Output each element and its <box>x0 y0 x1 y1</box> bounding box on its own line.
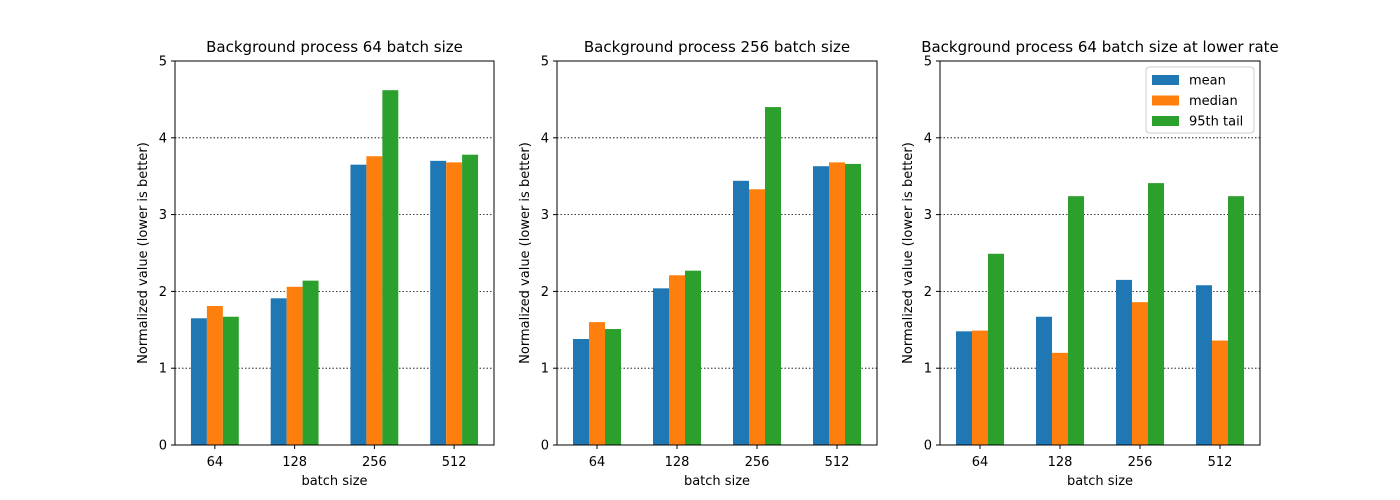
bar-95th-tail-128 <box>685 270 701 445</box>
axes-frame <box>174 60 495 446</box>
bar-mean-512 <box>813 166 829 445</box>
y-axis-label: Normalized value (lower is better) <box>901 142 916 364</box>
y-tick-label: 3 <box>924 208 932 223</box>
x-axis-label: batch size <box>684 474 750 489</box>
y-tick-label: 3 <box>159 208 167 223</box>
axes-frame <box>556 60 878 446</box>
legend-label-median: median <box>1189 94 1238 109</box>
bar-median-64 <box>972 330 988 445</box>
y-tick-label: 5 <box>159 55 167 70</box>
chart-title: Background process 256 batch size <box>584 38 850 56</box>
x-tick-label: 512 <box>442 455 467 470</box>
x-tick-label: 256 <box>362 455 387 470</box>
bar-median-128 <box>669 275 685 445</box>
bar-mean-64 <box>190 318 207 445</box>
x-axis-label: batch size <box>1067 474 1133 489</box>
bar-median-512 <box>446 162 463 445</box>
chart-title: Background process 64 batch size <box>206 38 463 56</box>
y-tick-label: 2 <box>159 285 167 300</box>
x-axis-label: batch size <box>301 474 367 489</box>
bar-95th-tail-512 <box>462 154 479 446</box>
bar-mean-256 <box>733 180 749 446</box>
legend-label-95th-tail: 95th tail <box>1189 115 1243 130</box>
bar-95th-tail-128 <box>302 280 319 445</box>
bar-95th-tail-64 <box>222 316 239 445</box>
y-tick-label: 0 <box>541 439 549 454</box>
bar-mean-128 <box>1036 316 1052 445</box>
x-tick-label: 64 <box>972 455 989 470</box>
y-tick-label: 0 <box>924 439 932 454</box>
x-tick-label: 128 <box>665 455 690 470</box>
y-tick-label: 5 <box>541 55 549 70</box>
chart-panel-3: 0 1 2 3 4 5 64 128 256 512 batch size Normalized va… <box>901 38 1279 489</box>
y-tick-label: 0 <box>159 439 167 454</box>
legend-label-mean: mean <box>1189 74 1226 89</box>
x-tick-label: 64 <box>207 455 224 470</box>
bar-95th-tail-128 <box>1068 196 1084 445</box>
y-axis-label: Normalized value (lower is better) <box>136 142 151 364</box>
bar-mean-64 <box>573 339 589 445</box>
x-tick-label: 64 <box>589 455 606 470</box>
bar-median-64 <box>589 322 605 445</box>
bar-95th-tail-256 <box>765 107 781 445</box>
y-tick-label: 3 <box>541 208 549 223</box>
bar-mean-128 <box>270 298 287 445</box>
chart-panel-1: 0 1 2 3 4 5 64 128 256 512 batch size Normalized va… <box>136 38 495 489</box>
bar-mean-64 <box>956 331 972 445</box>
y-tick-label: 1 <box>541 362 549 377</box>
bar-mean-256 <box>350 164 367 445</box>
bar-median-512 <box>829 162 845 445</box>
y-axis-label: Normalized value (lower is better) <box>518 142 533 364</box>
legend: mean median 95th tail <box>1145 66 1255 134</box>
y-tick-label: 2 <box>924 285 932 300</box>
bar-median-128 <box>286 286 303 445</box>
x-tick-label: 256 <box>1128 455 1153 470</box>
bar-95th-tail-64 <box>988 253 1004 445</box>
y-tick-label: 1 <box>924 362 932 377</box>
y-tick-label: 4 <box>541 131 549 146</box>
legend-swatch-mean <box>1152 75 1179 85</box>
bar-mean-512 <box>1196 285 1212 445</box>
bar-mean-128 <box>653 288 669 445</box>
y-tick-label: 4 <box>159 131 167 146</box>
bar-median-128 <box>1052 352 1068 445</box>
bar-median-256 <box>1132 302 1148 445</box>
bar-95th-tail-512 <box>1228 196 1244 445</box>
bar-mean-512 <box>430 160 447 445</box>
bar-median-64 <box>206 305 223 445</box>
y-tick-label: 1 <box>159 362 167 377</box>
legend-swatch-median <box>1152 95 1179 106</box>
legend-swatch-95th-tail <box>1152 116 1179 126</box>
bar-95th-tail-256 <box>1148 183 1164 445</box>
y-tick-label: 5 <box>924 55 932 70</box>
y-tick-label: 4 <box>924 131 932 146</box>
x-tick-label: 128 <box>282 455 307 470</box>
bar-median-256 <box>749 189 765 445</box>
y-tick-label: 2 <box>541 285 549 300</box>
axes-frame <box>939 60 1261 446</box>
bar-95th-tail-256 <box>382 90 399 446</box>
chart-panel-2: 0 1 2 3 4 5 64 128 256 512 batch size Normalized va… <box>518 38 878 489</box>
bar-median-512 <box>1212 340 1228 445</box>
bar-95th-tail-64 <box>605 329 621 445</box>
bar-mean-256 <box>1116 279 1132 445</box>
x-tick-label: 512 <box>1208 455 1233 470</box>
x-tick-label: 256 <box>745 455 770 470</box>
bar-95th-tail-512 <box>845 163 861 446</box>
x-tick-label: 128 <box>1048 455 1073 470</box>
x-tick-label: 512 <box>825 455 850 470</box>
chart-title: Background process 64 batch size at lowe… <box>921 38 1279 56</box>
bar-median-256 <box>366 156 383 445</box>
